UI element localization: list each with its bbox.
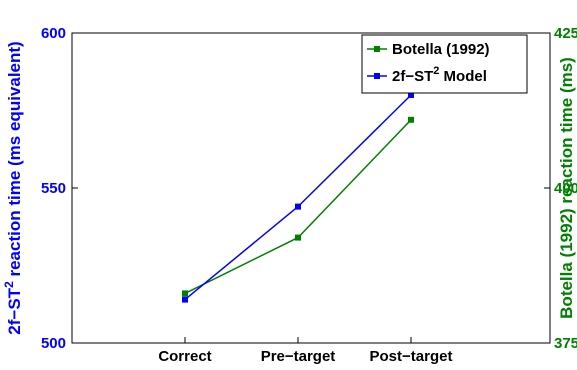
legend-label-model: 2f−ST2 Model — [392, 65, 487, 85]
data-point-model — [295, 203, 301, 210]
data-point-botella — [295, 234, 301, 241]
legend: Botella (1992) 2f−ST2 Model — [361, 34, 528, 94]
series-layer — [182, 92, 414, 303]
legend-box — [361, 34, 528, 94]
data-point-model — [182, 296, 188, 303]
left-axis-title: 2f−ST2 reaction time (ms equivalent) — [2, 41, 24, 334]
x-axis-ticks: Correct Pre−target Post−target — [158, 337, 452, 365]
x-tick-label: Pre−target — [261, 348, 336, 365]
series-line-model — [184, 94, 412, 301]
legend-marker-model — [374, 73, 380, 79]
left-tick-label: 500 — [41, 335, 66, 352]
left-tick-label: 550 — [41, 180, 66, 197]
right-tick-label: 425 — [554, 25, 577, 42]
right-tick-label: 400 — [554, 180, 577, 197]
left-axis-ticks: 500 550 600 — [41, 25, 78, 352]
right-axis-title: Botella (1992) reaction time (ms) — [557, 57, 576, 319]
data-point-botella — [408, 116, 414, 123]
left-tick-label: 600 — [41, 25, 66, 42]
right-axis-ticks: 375 400 425 — [544, 25, 577, 352]
legend-marker-botella — [374, 46, 380, 52]
legend-label-botella: Botella (1992) — [392, 41, 490, 58]
data-point-botella — [182, 290, 188, 297]
x-tick-label: Post−target — [370, 348, 453, 365]
x-tick-label: Correct — [158, 348, 211, 365]
data-point-model — [408, 92, 414, 98]
right-tick-label: 375 — [554, 335, 577, 352]
